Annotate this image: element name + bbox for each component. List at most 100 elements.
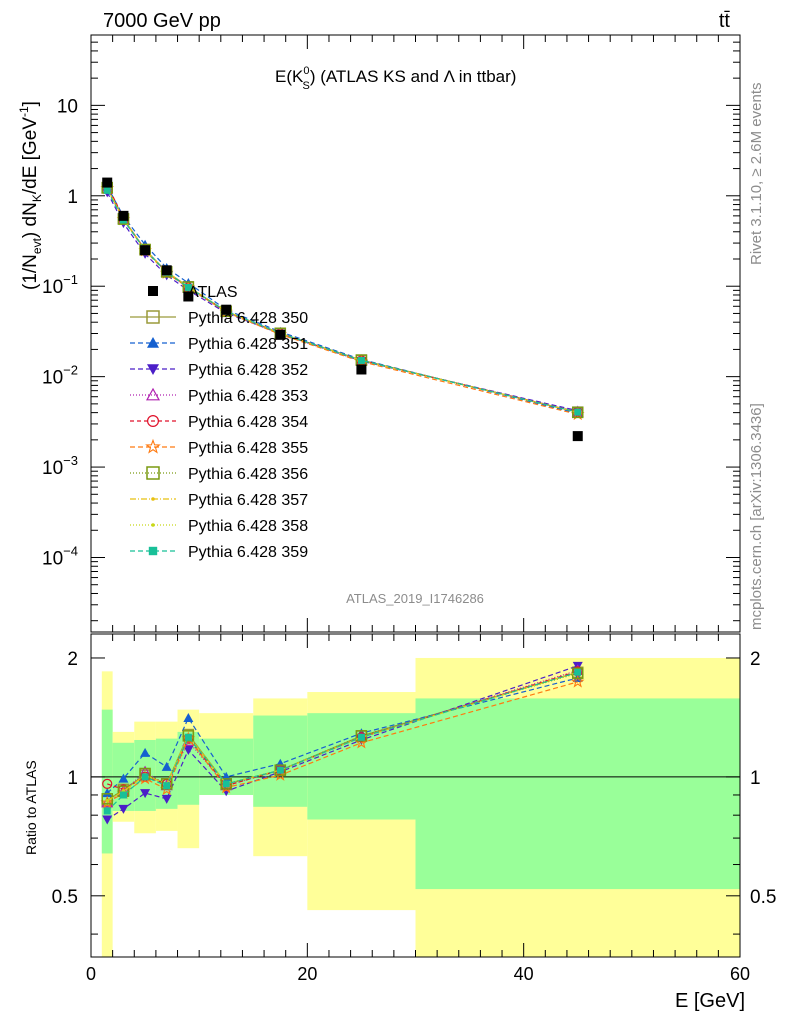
legend-label: Pythia 6.428 358	[188, 518, 308, 535]
band-inner	[415, 698, 740, 890]
ratio-series-point	[219, 780, 233, 794]
atlas-data-point	[140, 245, 151, 256]
main-series-line	[106, 187, 578, 413]
ratio-series-point	[183, 745, 194, 755]
legend-label: Pythia 6.428 357	[188, 492, 308, 509]
legend-marker	[146, 310, 160, 324]
ratio-series-point	[141, 773, 149, 781]
atlas-data-point	[356, 364, 367, 375]
main-series-line	[106, 187, 578, 413]
ratio-bands	[91, 657, 740, 957]
title-sup: 0	[303, 65, 309, 77]
ratio-series-point	[161, 761, 172, 771]
ratio-series-point	[140, 789, 151, 799]
ratio-y-tick-label-right: 0.5	[750, 887, 776, 908]
x-tick-label: 20	[297, 964, 317, 984]
main-y-tick-label: 10−1	[42, 272, 78, 298]
legend-marker	[146, 466, 160, 480]
legend-marker	[145, 387, 161, 401]
main-series-line	[106, 188, 578, 415]
main-series-line	[106, 188, 578, 413]
main-series-point	[574, 408, 582, 416]
ratio-series-point	[102, 788, 113, 798]
main-y-tick-label: 10−4	[42, 543, 78, 569]
ratio-series-point	[101, 793, 113, 805]
main-series-line	[106, 185, 578, 415]
ratio-series-point	[138, 771, 152, 785]
ratio-series-point	[103, 807, 111, 815]
legend: ATLAS Pythia 6.428 350 Pythia 6.428 351 Pyt…	[130, 284, 308, 561]
main-y-tick-label: 10−2	[42, 363, 78, 389]
main-series-line	[106, 192, 578, 412]
main-series-point	[570, 407, 585, 421]
ratio-series-point	[273, 768, 288, 781]
ratio-y-tick-label-right: 1	[750, 768, 761, 789]
ratio-series-point	[161, 794, 172, 804]
main-y-tick-label: 10−3	[42, 453, 78, 479]
analysis-watermark: ATLAS_2019_I1746286	[346, 591, 484, 606]
ratio-series-point	[222, 780, 230, 788]
legend-label: Pythia 6.428 359	[188, 544, 308, 561]
ratio-series-point	[119, 791, 127, 799]
legend-marker	[148, 546, 158, 556]
xlabel: E [GeV]	[675, 990, 745, 1012]
ratio-series-point	[570, 674, 585, 688]
ratio-series-point	[118, 804, 129, 814]
atlas-data-point	[161, 265, 172, 276]
main-series-line	[106, 183, 578, 413]
ratio-series-point	[118, 773, 129, 783]
main-ylabel: (1/Nevt) dNK/dE [GeV-1]	[17, 101, 44, 290]
axes: 0 20 40 60 10 1 10−1 10−2 10−3 10−4 0.5 0.5 1 1 2 2	[42, 34, 776, 984]
plot-title: E(K0 S) (ATLAS KS and Λ in ttbar)	[275, 65, 516, 92]
ratio-series-line	[106, 671, 578, 812]
title-main: E(K	[275, 67, 304, 86]
ratio-series-line	[106, 671, 578, 802]
ratio-y-tick-label-right: 2	[750, 649, 761, 670]
ratio-ylabel: Ratio to ATLAS	[23, 760, 39, 855]
legend-marker	[145, 438, 161, 454]
legend-marker	[151, 497, 155, 501]
ratio-y-tick-label-left: 2	[67, 649, 78, 670]
legend-marker-atlas	[148, 286, 158, 296]
ratio-series-point	[274, 764, 287, 776]
main-frame	[90, 34, 741, 633]
x-tick-label: 40	[514, 964, 534, 984]
ratio-series-point	[159, 782, 174, 796]
legend-marker	[147, 415, 160, 428]
legend-label: Pythia 6.428 355	[188, 440, 308, 457]
legend-marker	[147, 337, 159, 348]
ratio-series-point	[574, 668, 582, 676]
main-series-line	[106, 187, 578, 413]
band-inner	[101, 709, 113, 854]
x-tick-label: 0	[86, 964, 96, 984]
ratio-y-tick-label-left: 1	[67, 768, 78, 789]
main-series-point	[103, 186, 111, 194]
x-tick-label: 60	[730, 964, 750, 984]
ratio-series-line	[106, 677, 578, 794]
legend-label: Pythia 6.428 351	[188, 336, 308, 353]
header-right: tt̄	[719, 10, 731, 32]
band-inner	[155, 738, 178, 809]
legend-label: Pythia 6.428 356	[188, 466, 308, 483]
ratio-series-point	[183, 712, 194, 722]
ratio-series-point	[357, 733, 365, 741]
ratio-series-point	[184, 733, 192, 741]
atlas-data-point	[221, 304, 232, 315]
legend-label: Pythia 6.428 350	[188, 310, 308, 327]
main-y-tick-label: 10	[57, 96, 78, 117]
atlas-data-point	[275, 329, 286, 340]
main-series-point	[357, 356, 365, 364]
ratio-y-tick-label-left: 0.5	[52, 887, 78, 908]
main-y-tick-label: 1	[67, 187, 78, 208]
legend-marker	[147, 364, 159, 375]
header-left: 7000 GeV pp	[103, 10, 221, 32]
legend-marker	[151, 523, 155, 527]
ratio-series-point	[100, 795, 115, 809]
main-series-point	[184, 283, 192, 291]
legend-label: Pythia 6.428 352	[188, 362, 308, 379]
atlas-data-point	[102, 177, 113, 188]
atlas-data-point	[572, 431, 583, 442]
ratio-series-point	[105, 798, 110, 803]
ratio-series-point	[182, 730, 195, 742]
